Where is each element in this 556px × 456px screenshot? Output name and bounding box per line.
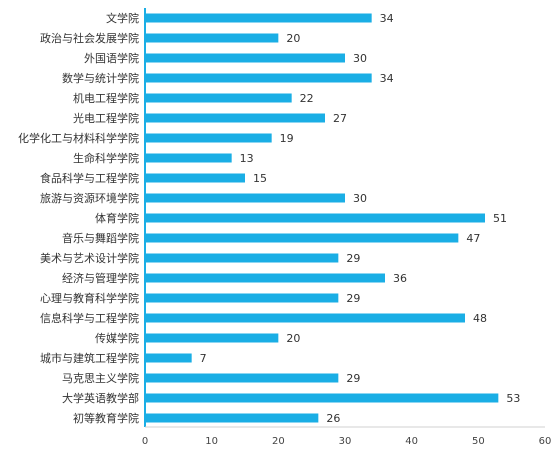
bar	[145, 353, 192, 363]
category-label: 化学化工与材料科学学院	[18, 131, 139, 145]
value-labels: 34 20 30 34 22 27 19 13 15 30 51 47 29 36 29 48 20 7 29 53 2…	[200, 12, 521, 425]
value-label: 29	[346, 252, 360, 265]
category-label: 心理与教育科学学院	[40, 291, 139, 305]
value-label: 7	[200, 352, 207, 365]
x-tick-label: 30	[339, 436, 352, 447]
bar	[145, 53, 345, 63]
category-label: 马克思主义学院	[62, 371, 139, 385]
category-label: 信息科学与工程学院	[40, 311, 139, 325]
bar	[145, 293, 339, 303]
bar	[145, 253, 339, 263]
value-label: 36	[393, 272, 407, 285]
x-tick-label: 50	[472, 436, 485, 447]
category-label: 文学院	[106, 11, 139, 25]
x-tick-label: 60	[539, 436, 552, 447]
category-label: 食品科学与工程学院	[40, 171, 139, 185]
bar	[145, 113, 325, 123]
bar	[145, 133, 272, 143]
value-label: 27	[333, 112, 347, 125]
bar	[145, 413, 319, 423]
value-label: 34	[380, 72, 394, 85]
x-tick-label: 40	[405, 436, 418, 447]
x-tick-label: 20	[272, 436, 285, 447]
value-label: 20	[286, 32, 300, 45]
bar	[145, 73, 372, 83]
category-labels: 文学院政治与社会发展学院外国语学院数学与统计学院机电工程学院光电工程学院化学化工…	[18, 11, 139, 425]
bar	[145, 393, 499, 403]
value-label: 26	[326, 412, 340, 425]
bar	[145, 33, 279, 43]
value-label: 34	[380, 12, 394, 25]
bar	[145, 193, 345, 203]
category-label: 数学与统计学院	[62, 71, 139, 85]
x-tick-label: 0	[142, 436, 148, 447]
bar	[145, 213, 485, 223]
value-label: 29	[346, 292, 360, 305]
value-label: 22	[300, 92, 314, 105]
category-label: 外国语学院	[84, 51, 139, 65]
category-label: 城市与建筑工程学院	[40, 351, 139, 365]
category-label: 经济与管理学院	[62, 271, 139, 285]
value-label: 20	[286, 332, 300, 345]
category-label: 美术与艺术设计学院	[40, 251, 139, 265]
x-axis-ticks: 0 10 20 30 40 50 60	[142, 436, 552, 447]
bar	[145, 313, 465, 323]
value-label: 15	[253, 172, 267, 185]
category-label: 旅游与资源环境学院	[40, 191, 139, 205]
category-label: 政治与社会发展学院	[40, 31, 139, 45]
category-label: 体育学院	[95, 211, 139, 225]
category-label: 音乐与舞蹈学院	[62, 231, 139, 245]
category-label: 机电工程学院	[73, 91, 139, 105]
value-label: 48	[473, 312, 487, 325]
value-label: 51	[493, 212, 507, 225]
bars-layer	[145, 13, 499, 423]
bar	[145, 173, 245, 183]
bar	[145, 153, 232, 163]
bar	[145, 333, 279, 343]
value-label: 47	[466, 232, 480, 245]
bar	[145, 273, 385, 283]
value-label: 29	[346, 372, 360, 385]
x-tick-label: 10	[205, 436, 218, 447]
category-label: 传媒学院	[95, 331, 139, 345]
bar	[145, 233, 459, 243]
bar	[145, 93, 292, 103]
category-label: 生命科学学院	[73, 151, 139, 165]
value-label: 53	[506, 392, 520, 405]
category-label: 大学英语教学部	[62, 391, 139, 405]
bar	[145, 373, 339, 383]
category-label: 光电工程学院	[73, 111, 139, 125]
bar	[145, 13, 372, 23]
value-label: 30	[353, 192, 367, 205]
value-label: 19	[280, 132, 294, 145]
value-label: 13	[240, 152, 254, 165]
category-label: 初等教育学院	[73, 411, 139, 425]
value-label: 30	[353, 52, 367, 65]
